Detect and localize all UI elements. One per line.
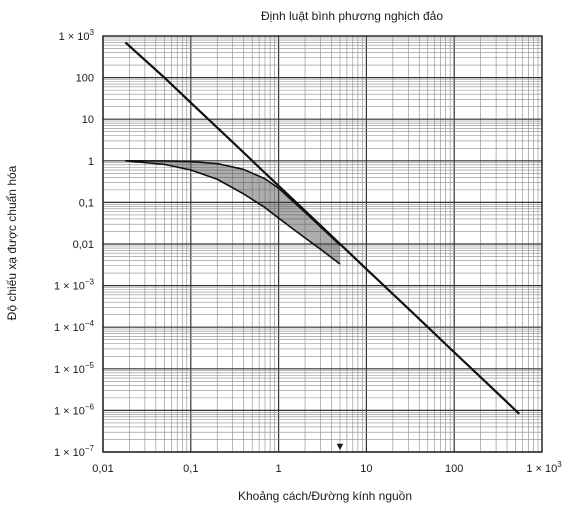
y-tick-labels: 1 × 103 100 10 1 0,1 0,01 1 × 10−3 1 × 10−4 1 × … <box>54 28 95 459</box>
near-field-band <box>125 160 340 265</box>
y-tick-label: 1 × 10−3 <box>54 278 95 293</box>
y-tick-label: 1 × 10−6 <box>54 402 95 417</box>
marker-layer: ▼ <box>335 441 346 453</box>
series-line-3 <box>125 160 341 265</box>
y-axis-label: Độ chiếu xạ được chuẩn hóa <box>5 165 19 320</box>
plot-frame <box>102 35 543 453</box>
axis-marker-triangle: ▼ <box>335 441 346 453</box>
x-tick-label: 0,1 <box>183 463 198 475</box>
x-tick-label: 1 <box>276 463 282 475</box>
chart-title: Định luật bình phương nghịch đảo <box>261 9 443 23</box>
x-tick-label: 1 × 103 <box>526 460 562 475</box>
x-axis-label: Khoảng cách/Đường kính nguồn <box>238 489 412 503</box>
shaded-band <box>125 160 340 265</box>
x-tick-label: 0,01 <box>92 463 113 475</box>
y-tick-label: 100 <box>76 73 94 85</box>
x-tick-label: 10 <box>360 463 372 475</box>
x-tick-label: 100 <box>445 463 463 475</box>
y-tick-label: 1 × 10−7 <box>54 444 95 459</box>
series-line-2 <box>125 160 341 246</box>
y-tick-label: 10 <box>82 114 94 126</box>
y-tick-label: 1 × 103 <box>59 28 95 43</box>
y-tick-label: 0,01 <box>73 239 94 251</box>
y-tick-label: 1 × 10−5 <box>54 361 95 376</box>
series-lines <box>124 41 520 415</box>
grid-lines <box>102 36 542 453</box>
y-tick-label: 0,1 <box>79 197 94 209</box>
x-tick-labels: 0,01 0,1 1 10 100 1 × 103 <box>92 460 562 475</box>
y-tick-label: 1 <box>88 156 94 168</box>
series-line-1 <box>124 41 520 415</box>
y-tick-label: 1 × 10−4 <box>54 319 95 334</box>
